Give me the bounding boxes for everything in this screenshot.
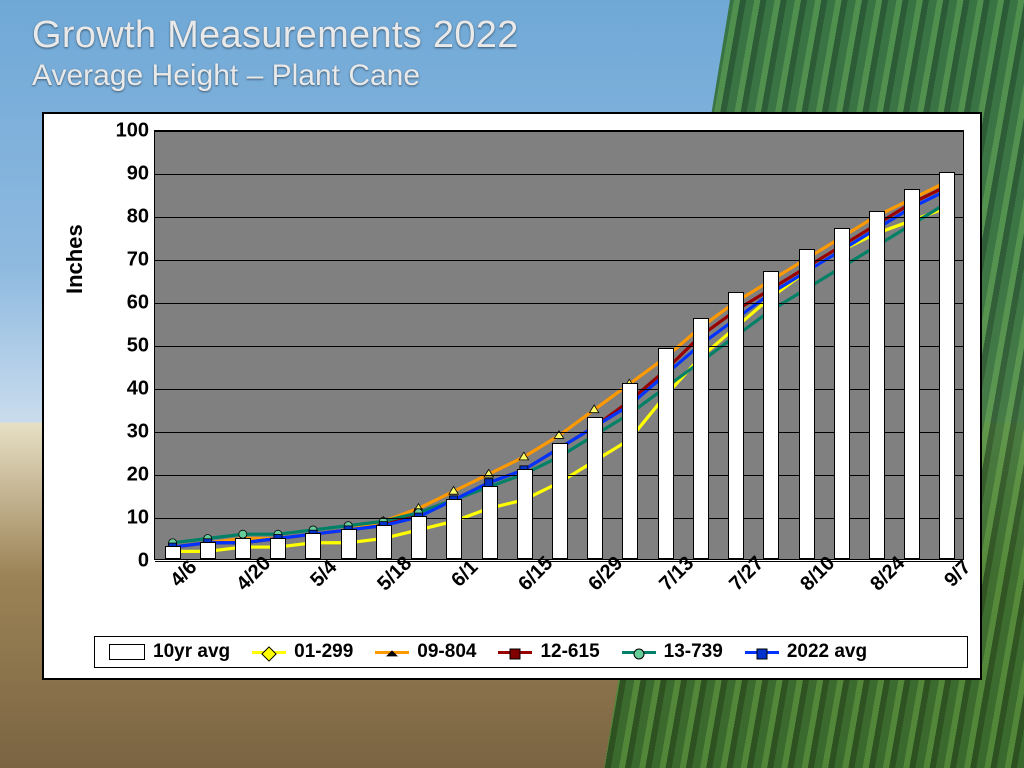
title-block: Growth Measurements 2022 Average Height … bbox=[32, 14, 519, 93]
legend-item: 13-739 bbox=[622, 641, 723, 663]
legend-item: 12-615 bbox=[498, 641, 599, 663]
bar bbox=[341, 529, 357, 559]
legend-item: 09-804 bbox=[375, 641, 476, 663]
y-tick-label: 40 bbox=[127, 378, 149, 401]
bar bbox=[517, 469, 533, 559]
bar bbox=[165, 546, 181, 559]
bar bbox=[411, 516, 427, 559]
legend-swatch-bar bbox=[109, 644, 145, 660]
bar bbox=[939, 172, 955, 559]
y-tick-label: 90 bbox=[127, 163, 149, 186]
legend-swatch-line bbox=[498, 651, 532, 654]
y-tick-label: 10 bbox=[127, 507, 149, 530]
legend: 10yr avg 01-299 09-804 12-615 13-739 2022 avg bbox=[94, 636, 968, 668]
bar bbox=[763, 271, 779, 559]
bar bbox=[904, 189, 920, 559]
slide-subtitle: Average Height – Plant Cane bbox=[32, 59, 519, 93]
bar bbox=[622, 383, 638, 559]
legend-swatch-line bbox=[252, 651, 286, 654]
gridline bbox=[155, 217, 963, 218]
y-tick-label: 60 bbox=[127, 292, 149, 315]
y-tick-label: 70 bbox=[127, 249, 149, 272]
y-tick-label: 80 bbox=[127, 206, 149, 229]
legend-item: 2022 avg bbox=[745, 641, 867, 663]
legend-label: 13-739 bbox=[664, 641, 723, 663]
gridline bbox=[155, 561, 963, 562]
bar bbox=[658, 348, 674, 559]
gridline bbox=[155, 131, 963, 132]
y-tick-label: 0 bbox=[138, 550, 149, 573]
legend-item: 10yr avg bbox=[109, 641, 230, 663]
legend-swatch-line bbox=[375, 651, 409, 654]
slide-title: Growth Measurements 2022 bbox=[32, 14, 519, 57]
gridline bbox=[155, 174, 963, 175]
bar bbox=[834, 228, 850, 559]
bar bbox=[200, 542, 216, 559]
bar bbox=[693, 318, 709, 559]
plot-area: 0102030405060708090100 bbox=[154, 130, 964, 560]
bar bbox=[235, 538, 251, 560]
y-tick-label: 50 bbox=[127, 335, 149, 358]
chart-area: 0102030405060708090100 bbox=[154, 130, 964, 560]
y-tick-label: 100 bbox=[116, 120, 149, 143]
bar bbox=[270, 538, 286, 560]
legend-label: 2022 avg bbox=[787, 641, 867, 663]
y-tick-label: 20 bbox=[127, 464, 149, 487]
x-axis-labels: 4/64/205/45/186/16/156/297/137/278/108/2… bbox=[154, 566, 964, 630]
legend-label: 10yr avg bbox=[153, 641, 230, 663]
bar bbox=[305, 533, 321, 559]
chart-panel: Inches 0102030405060708090100 4/64/205/4… bbox=[42, 112, 982, 680]
bar bbox=[799, 249, 815, 559]
y-tick-label: 30 bbox=[127, 421, 149, 444]
legend-swatch-line bbox=[622, 651, 656, 654]
legend-item: 01-299 bbox=[252, 641, 353, 663]
bar bbox=[587, 417, 603, 559]
legend-label: 12-615 bbox=[540, 641, 599, 663]
bar bbox=[446, 499, 462, 559]
legend-label: 09-804 bbox=[417, 641, 476, 663]
bar bbox=[869, 211, 885, 559]
bar bbox=[482, 486, 498, 559]
legend-swatch-line bbox=[745, 651, 779, 654]
legend-label: 01-299 bbox=[294, 641, 353, 663]
bar bbox=[728, 292, 744, 559]
bar bbox=[552, 443, 568, 559]
y-axis-label: Inches bbox=[62, 224, 88, 294]
bar bbox=[376, 525, 392, 559]
